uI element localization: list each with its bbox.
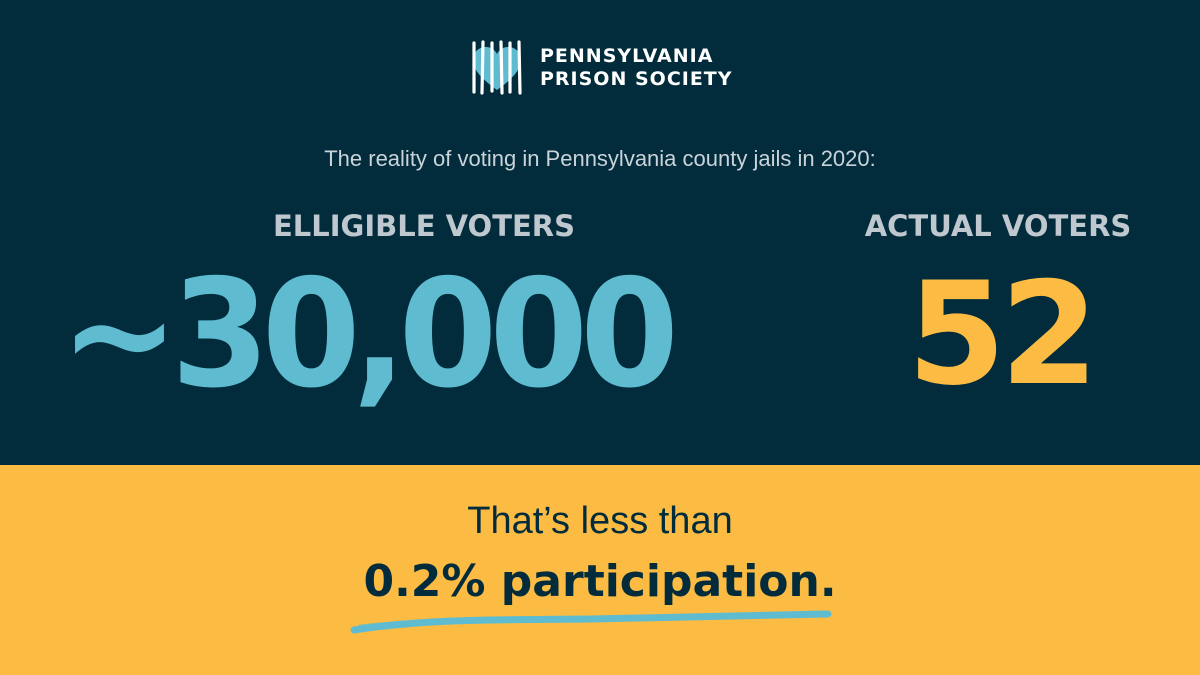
note-line-1: That’s less than	[467, 500, 733, 542]
logo-wordmark: PENNSYLVANIA PRISON SOCIETY	[540, 45, 733, 91]
note-line-2: 0.2% participation.	[363, 556, 837, 607]
brush-underline	[350, 610, 832, 634]
actual-voters-value: 52	[907, 252, 1099, 417]
eligible-voters-value: ~30,000	[60, 247, 679, 422]
subtitle: The reality of voting in Pennsylvania co…	[324, 146, 876, 171]
eligible-voters-label: ELLIGIBLE VOTERS	[272, 209, 576, 243]
actual-voters-label: ACTUAL VOTERS	[864, 209, 1132, 243]
heart-behind-bars-icon	[472, 40, 522, 95]
bottom-panel	[0, 465, 1200, 675]
logo-line-1: PENNSYLVANIA	[540, 45, 714, 67]
logo-line-2: PRISON SOCIETY	[540, 68, 733, 90]
top-panel: PENNSYLVANIA PRISON SOCIETY The reality …	[0, 0, 1200, 465]
